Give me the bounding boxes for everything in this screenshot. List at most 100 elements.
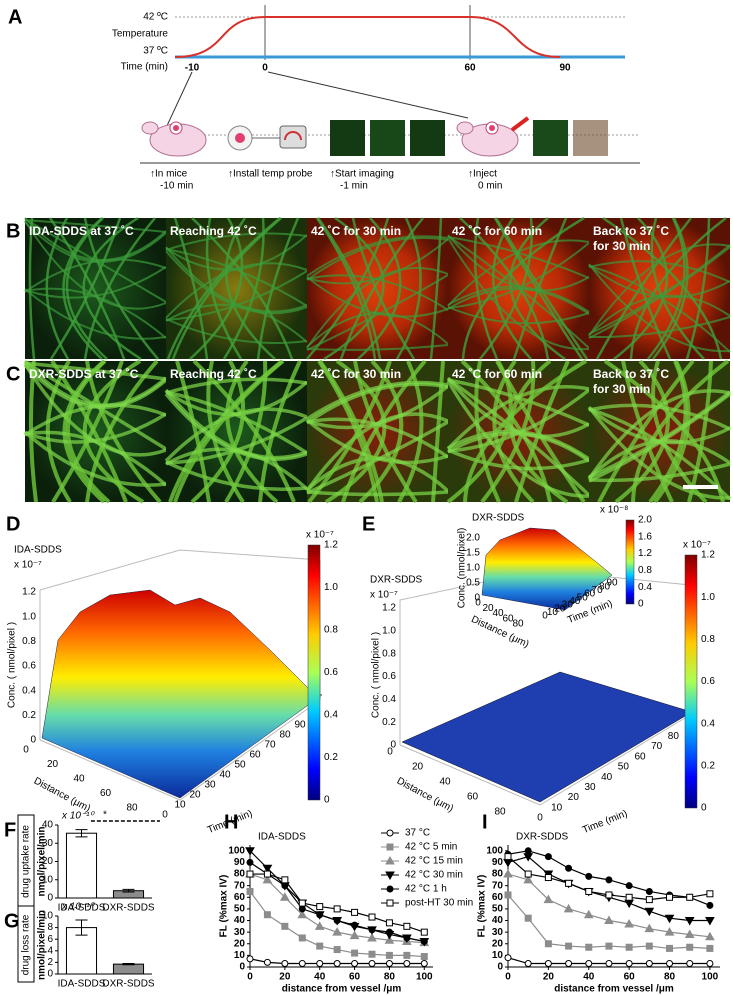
marker	[314, 921, 325, 930]
marker	[605, 876, 613, 884]
legend-label: post-HT 30 min	[405, 898, 473, 909]
x-tick-label: DXR-SDDS	[102, 979, 155, 990]
tile-caption: Reaching 42 ˚C	[170, 367, 257, 381]
time-tick: 60	[584, 589, 596, 600]
y-tick-label: 70	[492, 880, 504, 891]
vessel	[588, 403, 731, 431]
marker	[645, 960, 653, 968]
z-tick: 1.2	[22, 587, 36, 598]
x-tick-label: 80	[664, 972, 676, 983]
marker	[503, 869, 513, 878]
vessel	[473, 217, 499, 360]
vessel	[318, 359, 384, 503]
y-tick-label: 80	[234, 869, 246, 880]
arrow	[267, 71, 469, 119]
z-tick: 1.5	[466, 548, 480, 559]
marker	[333, 960, 341, 968]
vessel	[650, 217, 705, 360]
colorbar	[684, 554, 698, 809]
colorbar-tick: 1.0	[701, 592, 715, 603]
vessel	[50, 359, 128, 503]
time-tick: 70	[592, 585, 604, 596]
marker	[403, 934, 411, 942]
tile-caption: IDA-SDDS at 37 ˚C	[29, 224, 134, 238]
marker	[684, 917, 695, 926]
colorbar-scale: x 10⁻⁷	[683, 540, 711, 551]
significance: *	[103, 810, 107, 821]
y-tick-label: 60	[234, 892, 246, 903]
vessel	[23, 363, 168, 409]
colorbar-tick: 0.2	[701, 760, 715, 771]
z-tick: 1.0	[466, 563, 480, 574]
time-tick: 40	[219, 770, 231, 781]
marker	[585, 872, 593, 880]
distance-tick: 40	[492, 608, 504, 619]
marker	[316, 911, 324, 919]
marker	[245, 847, 255, 856]
marker	[565, 864, 573, 872]
y-tick-label: 50	[492, 904, 504, 915]
marker	[504, 853, 512, 861]
vessel	[395, 217, 422, 360]
tile-caption: 42 ˚C for 30 min	[311, 367, 401, 381]
marker	[684, 929, 695, 938]
error-bar	[122, 963, 135, 966]
z-tick: 1.0	[382, 625, 396, 636]
marker	[524, 960, 532, 968]
vessel	[306, 420, 449, 495]
axis-label: 42 ºC	[143, 12, 168, 23]
marker	[368, 913, 376, 921]
marker	[351, 949, 359, 957]
distance-tick: 0	[387, 747, 393, 758]
vessel	[171, 217, 282, 360]
z-tick: 0	[390, 740, 396, 751]
vessel	[23, 430, 167, 487]
z-tick: 2.0	[466, 533, 480, 544]
marker	[706, 890, 714, 898]
colorbar-tick: 1.2	[324, 540, 338, 551]
distance-tick: 80	[494, 807, 506, 818]
tick-label: 60	[464, 63, 476, 74]
panel-label: I	[482, 811, 488, 833]
vessel	[447, 378, 590, 427]
vessel	[66, 359, 111, 504]
tile-caption: Back to 37 ˚C	[593, 224, 669, 238]
time-tick: 30	[584, 782, 596, 793]
vessel	[653, 360, 691, 504]
time-tick: 80	[599, 581, 611, 592]
vessel	[447, 431, 591, 463]
colorbar-tick: 1.2	[638, 548, 652, 559]
marker	[645, 896, 653, 904]
x-tick-label: 80	[384, 972, 396, 983]
marker	[420, 937, 428, 945]
y-tick-label: 30	[492, 927, 504, 938]
z-tick: 1.2	[382, 603, 396, 614]
time-tick: 30	[562, 600, 574, 611]
colorbar-tick: 0.6	[324, 667, 338, 678]
marker	[263, 870, 271, 878]
marker	[544, 960, 552, 968]
distance-tick: 40	[73, 774, 85, 785]
step-time: 0 min	[478, 181, 502, 192]
marker	[605, 960, 613, 968]
colorbar-tick: 0	[638, 599, 644, 610]
colorbar-tick: 0.4	[638, 582, 652, 593]
colorbar-scale: x 10⁻⁷	[306, 530, 334, 541]
vessel	[164, 392, 308, 462]
vessel	[494, 217, 589, 360]
legend-label: 42 °C 1 h	[405, 884, 447, 895]
colorbar-tick: 0.8	[638, 565, 652, 576]
y-tick-label: 4	[47, 945, 53, 956]
time-label: Time (min)	[581, 808, 629, 836]
distance-tick: 0	[23, 745, 29, 756]
marker	[384, 935, 395, 944]
marker	[524, 870, 532, 878]
y-tick-label: 10	[234, 950, 246, 961]
x-tick-label: 100	[416, 972, 433, 983]
marker	[316, 960, 324, 968]
timeline	[140, 5, 640, 164]
marker	[246, 955, 254, 963]
time-tick: 80	[279, 730, 291, 741]
y-tick-label: 40	[492, 915, 504, 926]
marker	[565, 942, 573, 950]
